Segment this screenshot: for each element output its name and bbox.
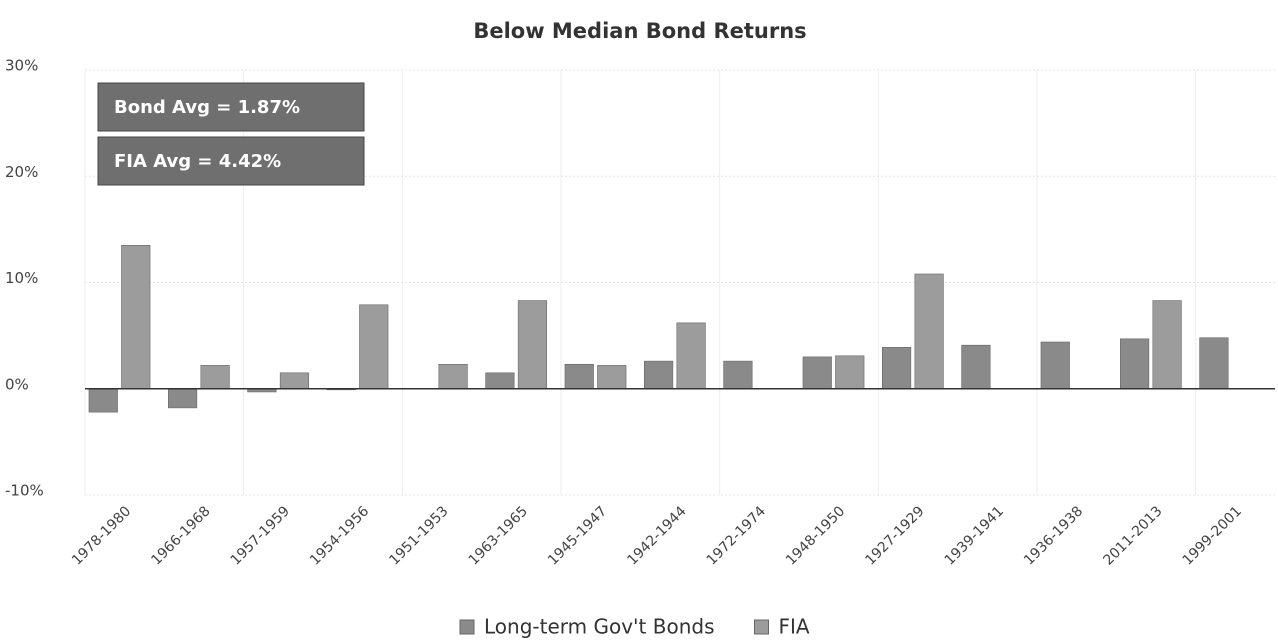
- bar: [168, 388, 198, 409]
- y-tick-label: 10%: [5, 269, 38, 287]
- bar: [200, 365, 230, 390]
- y-tick-label: 0%: [5, 375, 29, 393]
- x-tick-label: 1939-1941: [942, 503, 1007, 568]
- x-tick-label: 1948-1950: [783, 503, 848, 568]
- x-tick-label: 1966-1968: [148, 503, 213, 568]
- x-tick-label: 1954-1956: [307, 503, 372, 568]
- x-tick-label: 1957-1959: [228, 503, 293, 568]
- legend-label: FIA: [779, 615, 810, 639]
- legend-label: Long-term Gov't Bonds: [484, 615, 715, 639]
- bar: [961, 344, 991, 390]
- annotation-box: [97, 82, 365, 132]
- y-tick-label: 20%: [5, 163, 38, 181]
- bar: [1040, 341, 1070, 390]
- bar: [88, 388, 118, 413]
- bar: [121, 245, 151, 390]
- legend-swatch: [459, 619, 475, 635]
- bar: [517, 300, 548, 390]
- annotation: FIA Avg = 4.42%: [114, 151, 281, 172]
- x-tick-label: 1927-1929: [862, 503, 927, 568]
- bar: [1199, 337, 1229, 390]
- x-tick-label: 2011-2013: [1100, 503, 1165, 568]
- bar: [723, 360, 753, 390]
- x-tick-label: 1972-1974: [704, 503, 769, 568]
- y-tick-label: 30%: [5, 57, 38, 75]
- annotation: Bond Avg = 1.87%: [114, 97, 300, 118]
- legend-swatch: [754, 619, 769, 635]
- bar: [835, 355, 865, 390]
- bar: [359, 304, 389, 390]
- x-tick-label: 1951-1953: [386, 503, 451, 568]
- annotation-box: [97, 136, 365, 186]
- x-tick-label: 1942-1944: [624, 503, 689, 568]
- bar: [1152, 300, 1182, 390]
- chart-title: Below Median Bond Returns: [473, 19, 806, 43]
- y-tick-label: -10%: [5, 482, 44, 500]
- bar: [485, 372, 515, 390]
- bar: [881, 347, 912, 390]
- bar: [438, 364, 468, 390]
- x-tick-label: 1945-1947: [545, 503, 610, 568]
- bar: [1120, 338, 1150, 390]
- bar: [597, 365, 627, 390]
- x-tick-label: 1963-1965: [466, 503, 531, 568]
- x-tick-label: 1999-2001: [1180, 503, 1245, 568]
- bar: [643, 360, 674, 390]
- x-tick-label: 1978-1980: [69, 503, 134, 568]
- x-tick-label: 1936-1938: [1021, 503, 1086, 568]
- bar: [564, 364, 594, 390]
- bar: [802, 356, 832, 390]
- bar: [914, 273, 944, 390]
- bar: [676, 322, 706, 390]
- bar: [279, 372, 310, 390]
